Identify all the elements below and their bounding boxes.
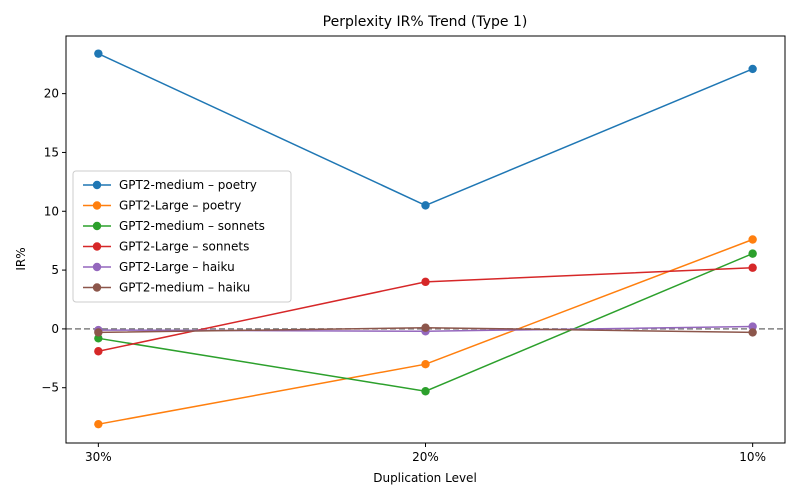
- y-tick-label-3: 10: [44, 204, 59, 218]
- x-tick-label-0: 30%: [85, 450, 112, 464]
- legend-marker-2: [92, 221, 102, 231]
- y-axis-label: IR%: [14, 247, 28, 270]
- legend-label-1: GPT2-Large – poetry: [119, 199, 241, 213]
- legend-label-5: GPT2-medium – haiku: [119, 281, 250, 295]
- legend-marker-5: [92, 283, 102, 292]
- data-point-2-1: [421, 387, 430, 396]
- data-point-1-2: [748, 235, 757, 244]
- legend-box: [72, 170, 292, 303]
- y-tick-label-4: 15: [44, 145, 59, 159]
- legend-marker-0: [92, 180, 102, 190]
- data-point-1-0: [94, 419, 103, 429]
- legend-label-0: GPT2-medium – poetry: [119, 178, 257, 192]
- data-point-1-1: [421, 359, 430, 369]
- y-tick-label-5: 20: [44, 87, 59, 101]
- data-point-5-2: [748, 328, 757, 337]
- data-point-3-1: [421, 277, 430, 287]
- chart-title: Perplexity IR% Trend (Type 1): [323, 14, 528, 30]
- legend-label-2: GPT2-medium – sonnets: [119, 219, 265, 233]
- legend-marker-1: [92, 201, 102, 210]
- y-tick-label-0: −5: [41, 381, 59, 395]
- data-point-0-2: [748, 64, 757, 74]
- data-point-3-0: [94, 347, 103, 356]
- x-tick-label-1: 20%: [412, 450, 439, 464]
- data-point-0-1: [421, 201, 430, 210]
- data-point-5-0: [94, 328, 103, 337]
- data-point-2-2: [748, 249, 757, 258]
- y-tick-label-2: 5: [51, 263, 59, 277]
- plot-area: −5 0 5 10 15 20 30% 20% 10% GPT2-medium – poetry G…: [41, 35, 786, 464]
- data-point-5-1: [421, 323, 430, 332]
- legend-label-3: GPT2-Large – sonnets: [119, 240, 249, 254]
- data-point-4-2: [748, 322, 757, 331]
- data-point-0-0: [94, 49, 103, 58]
- x-tick-label-2: 10%: [739, 450, 766, 464]
- legend-marker-3: [92, 242, 102, 251]
- legend-marker-4: [92, 262, 102, 272]
- x-axis-label: Duplication Level: [373, 471, 477, 485]
- y-tick-label-1: 0: [51, 322, 59, 336]
- data-point-2-0: [94, 334, 103, 343]
- data-point-3-2: [748, 263, 757, 272]
- legend-label-4: GPT2-Large – haiku: [119, 260, 235, 274]
